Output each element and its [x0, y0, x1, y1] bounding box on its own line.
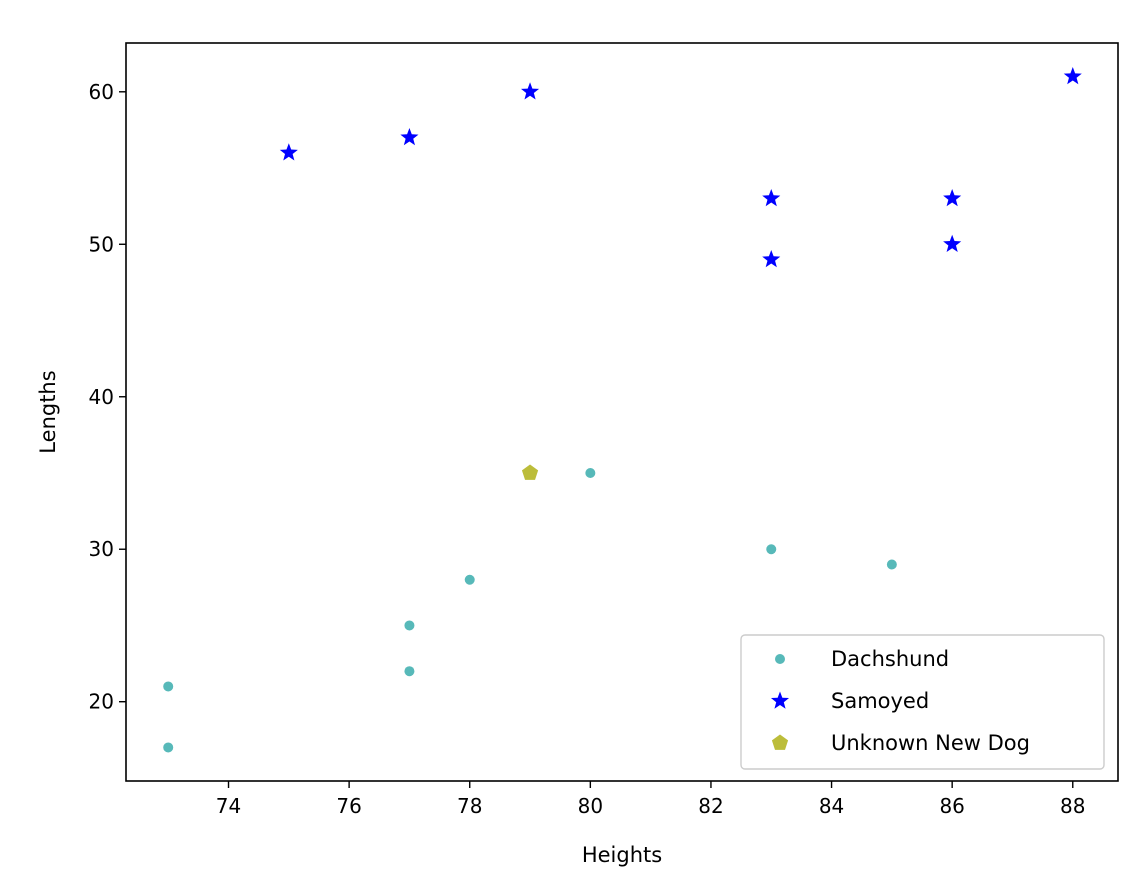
legend-label: Unknown New Dog: [831, 731, 1030, 755]
x-axis: 74 76 78 80 82 84 86 88: [216, 781, 1085, 818]
y-tick-label: 30: [89, 537, 114, 561]
x-tick-label: 88: [1060, 794, 1085, 818]
legend-label: Samoyed: [831, 689, 929, 713]
plot-frame: [125, 42, 1119, 782]
legend-label: Dachshund: [831, 647, 949, 671]
data-point-star-1-2: [521, 82, 540, 100]
data-point-star-1-5: [943, 189, 962, 207]
x-axis-label: Heights: [582, 843, 662, 867]
x-tick-label: 76: [336, 794, 361, 818]
legend-marker-circle: [775, 654, 785, 664]
legend-marker-star: [770, 691, 790, 709]
data-point-star-1-0: [279, 143, 298, 161]
data-point-circle-0-3: [404, 666, 415, 677]
data-point-circle-0-7: [886, 559, 897, 570]
y-axis-label: Lengths: [36, 370, 60, 453]
data-point-star-1-7: [1063, 67, 1082, 85]
data-point-star-1-4: [762, 250, 781, 268]
data-point-circle-0-1: [163, 742, 174, 753]
data-point-circle-0-4: [464, 574, 475, 585]
x-tick-label: 74: [216, 794, 241, 818]
x-tick-label: 86: [939, 794, 964, 818]
x-tick-label: 80: [578, 794, 603, 818]
data-points: [163, 67, 1082, 753]
data-point-pentagon-2-0: [521, 464, 539, 480]
legend-marker-pentagon: [771, 734, 789, 750]
data-point-circle-0-0: [163, 681, 174, 692]
x-tick-label: 84: [819, 794, 844, 818]
legend-box: [740, 634, 1105, 770]
y-axis: 20 30 40 50 60: [89, 80, 126, 714]
y-tick-label: 20: [89, 690, 114, 714]
y-tick-label: 40: [89, 385, 114, 409]
data-point-star-1-1: [400, 128, 419, 146]
data-point-circle-0-5: [585, 467, 596, 478]
y-tick-label: 50: [89, 232, 114, 256]
data-point-circle-0-2: [404, 620, 415, 631]
y-tick-label: 60: [89, 80, 114, 104]
x-tick-label: 82: [698, 794, 723, 818]
data-point-star-1-3: [762, 189, 781, 207]
data-point-circle-0-6: [766, 544, 777, 555]
data-point-star-1-6: [943, 234, 962, 252]
x-tick-label: 78: [457, 794, 482, 818]
legend: Dachshund Samoyed Unknown New Dog: [740, 634, 1105, 770]
